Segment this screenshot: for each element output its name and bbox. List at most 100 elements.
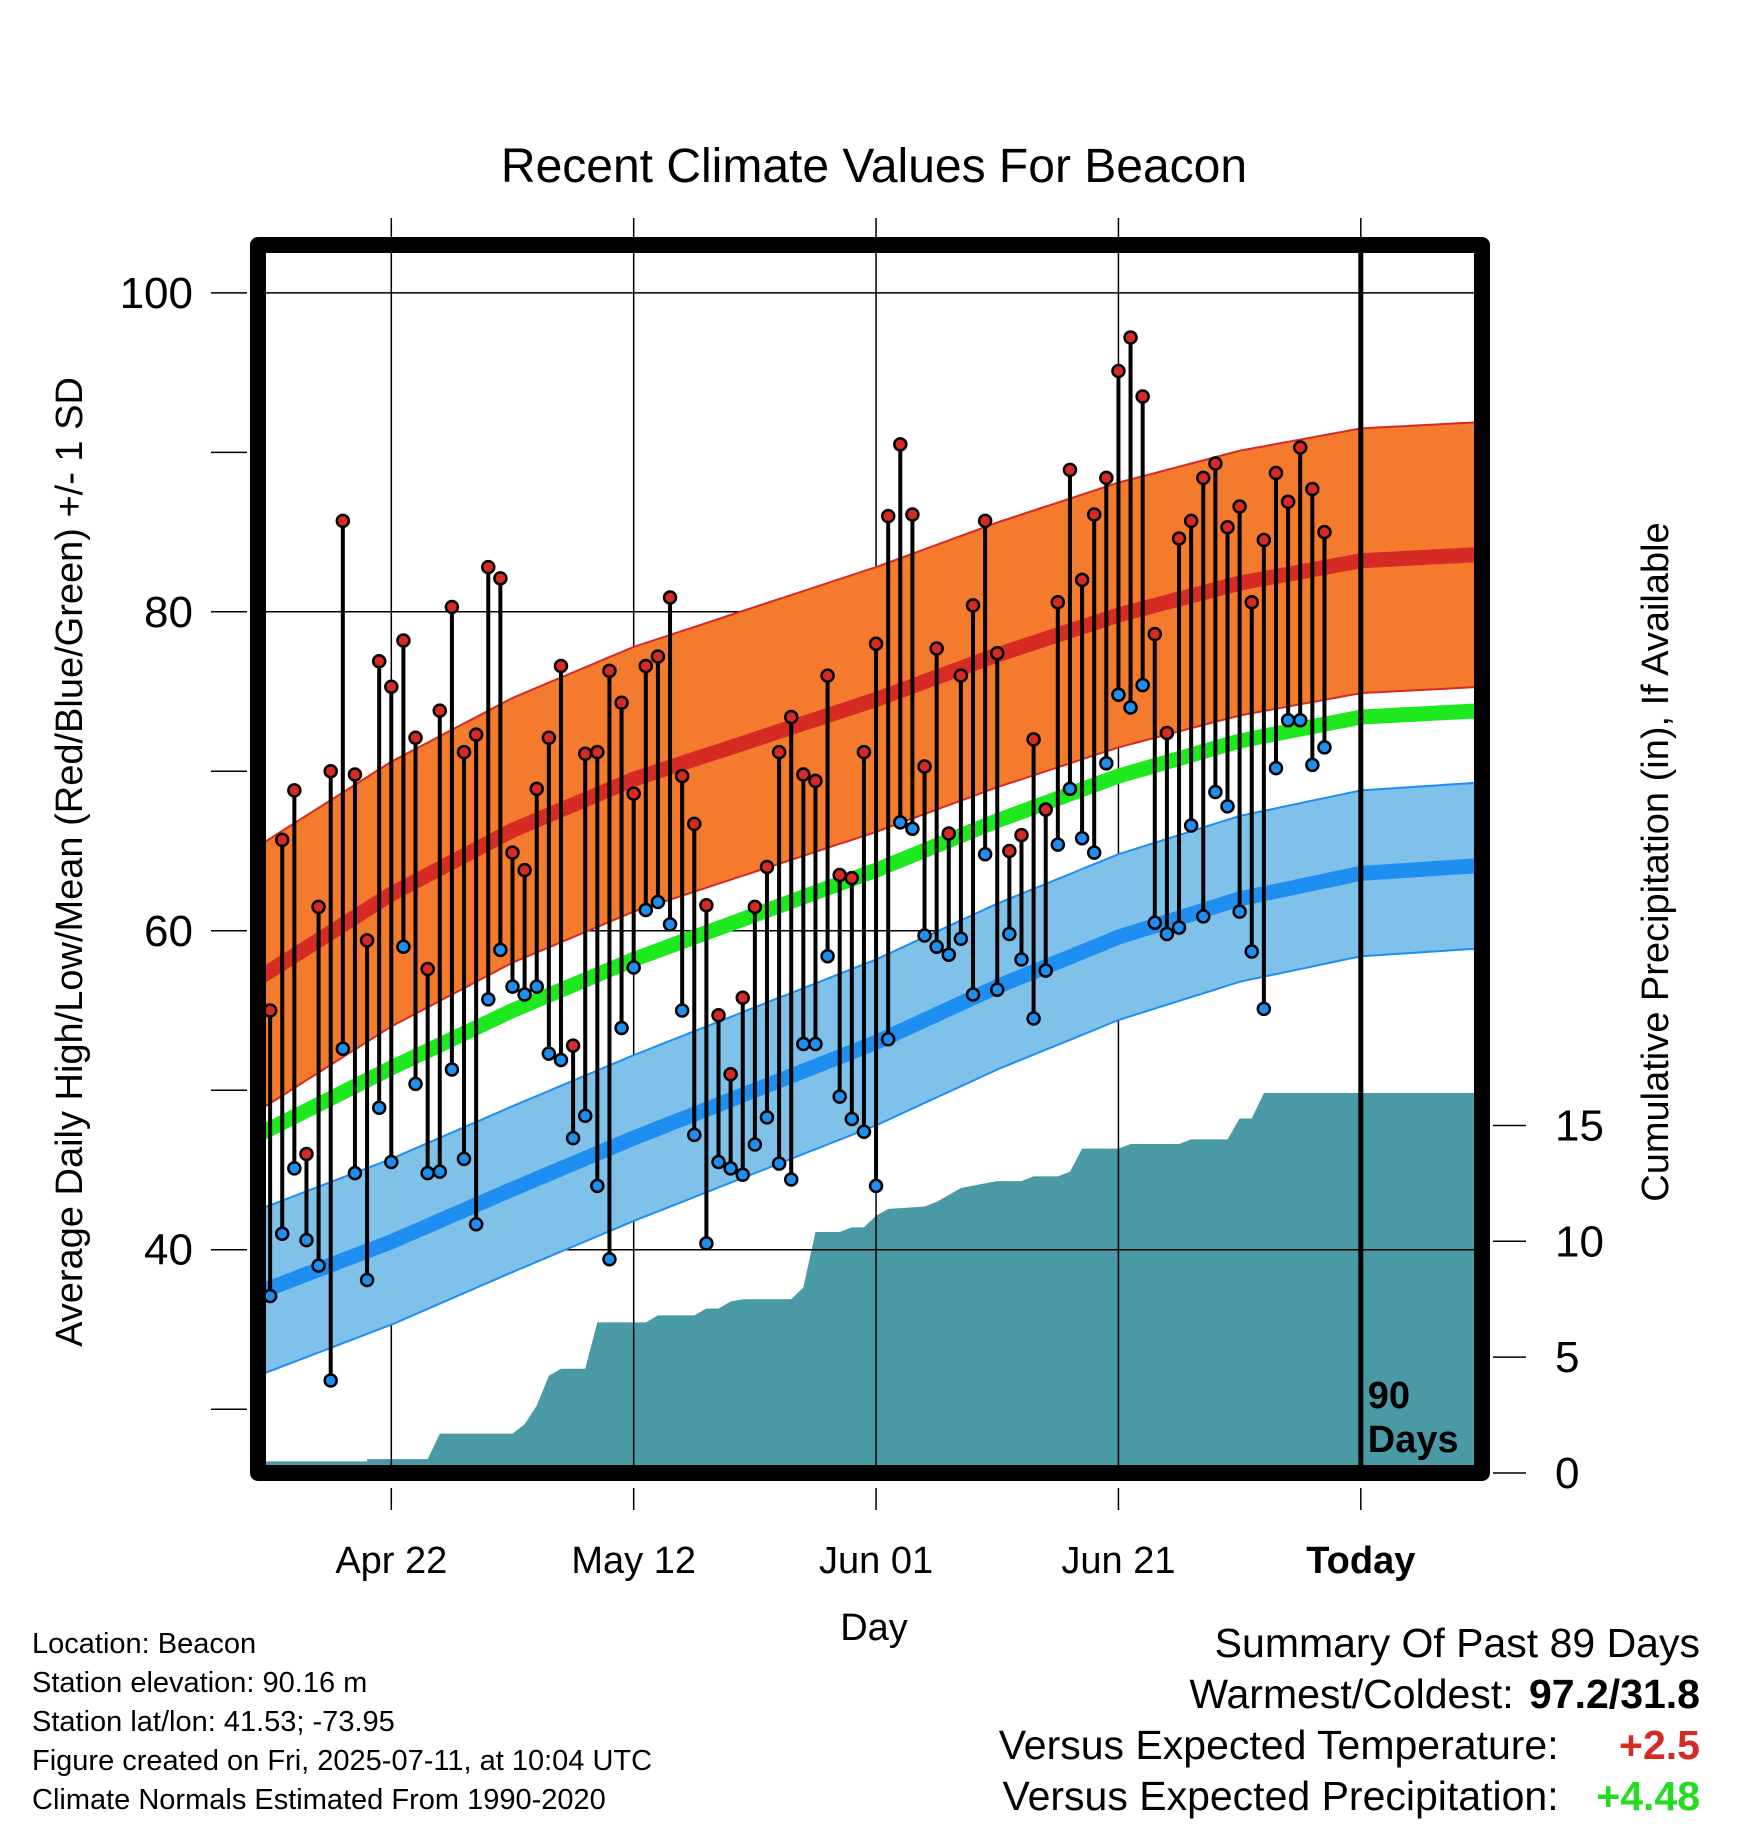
daily-low-point xyxy=(820,949,835,964)
daily-low-point xyxy=(565,1130,581,1146)
daily-low-point xyxy=(1280,713,1296,728)
daily-high-point xyxy=(1268,465,1284,481)
precip-row: Versus Expected Precipitation: +4.48 xyxy=(999,1771,1701,1822)
daily-low-point xyxy=(1086,845,1102,860)
daily-high-point xyxy=(868,636,884,651)
daily-low-point xyxy=(905,821,920,836)
daily-high-point xyxy=(965,598,981,613)
daily-low-point xyxy=(1208,784,1223,800)
daily-high-point xyxy=(638,658,654,674)
daily-high-point xyxy=(796,767,811,782)
summary-title: Summary Of Past 89 Days xyxy=(1214,1620,1700,1666)
daily-low-point xyxy=(735,1167,751,1183)
daily-high-point xyxy=(359,933,375,948)
daily-low-point xyxy=(1183,818,1199,833)
daily-high-point xyxy=(287,783,302,798)
daily-high-point xyxy=(808,773,823,789)
daily-high-point xyxy=(274,832,290,848)
warm-cold-row: Warmest/Coldest: 97.2/31.8 xyxy=(999,1669,1700,1720)
daily-high-point xyxy=(1171,531,1187,546)
today-marker-label: Days xyxy=(1368,1419,1459,1461)
temp-value: +2.5 xyxy=(1619,1722,1700,1768)
daily-high-point xyxy=(735,990,751,1005)
daily-high-point xyxy=(783,709,799,725)
daily-low-point xyxy=(1111,687,1126,702)
daily-high-point xyxy=(1074,572,1090,588)
x-tick-label: Jun 21 xyxy=(1061,1540,1175,1582)
daily-low-point xyxy=(1099,756,1114,771)
y2-axis-label: Cumulative Precipitation (in), If Availa… xyxy=(1635,522,1677,1201)
temp-row: Versus Expected Temperature: +2.5 xyxy=(999,1720,1700,1771)
daily-high-point xyxy=(856,744,872,760)
daily-low-point xyxy=(723,1161,738,1176)
daily-low-point xyxy=(553,1052,569,1068)
daily-low-point xyxy=(674,1003,690,1018)
daily-low-point xyxy=(1244,944,1259,959)
daily-high-point xyxy=(1305,481,1320,497)
precip-area xyxy=(258,1093,1482,1473)
daily-low-point xyxy=(1256,1001,1272,1017)
daily-high-point xyxy=(1292,440,1308,455)
y2-tick-label: 10 xyxy=(1555,1217,1604,1266)
today-marker-label: 90 xyxy=(1368,1375,1410,1417)
daily-high-point xyxy=(602,663,617,679)
daily-high-point xyxy=(396,633,411,648)
daily-low-point xyxy=(856,1124,872,1139)
daily-low-point xyxy=(868,1178,884,1194)
daily-high-point xyxy=(723,1067,738,1082)
daily-low-point xyxy=(711,1154,726,1170)
daily-low-point xyxy=(517,987,532,1002)
daily-low-point xyxy=(468,1216,484,1232)
daily-low-point xyxy=(650,894,666,910)
daily-high-point xyxy=(844,870,860,886)
daily-high-point xyxy=(311,899,326,915)
daily-high-point xyxy=(1220,520,1235,535)
daily-high-point xyxy=(408,730,423,746)
daily-low-point xyxy=(893,815,908,830)
daily-low-point xyxy=(1002,926,1017,942)
daily-high-point xyxy=(590,744,605,760)
daily-low-point xyxy=(1038,963,1053,978)
y2-tick-label: 5 xyxy=(1555,1333,1579,1382)
daily-low-point xyxy=(299,1232,314,1248)
daily-low-point xyxy=(783,1172,799,1187)
daily-high-point xyxy=(444,599,460,615)
daily-low-point xyxy=(335,1041,351,1057)
daily-high-point xyxy=(541,730,557,746)
elevation-text: Station elevation: 90.16 m xyxy=(32,1667,368,1699)
daily-high-point xyxy=(771,744,787,760)
daily-high-point xyxy=(917,759,932,774)
daily-low-point xyxy=(323,1373,338,1388)
temp-label: Versus Expected Temperature: xyxy=(998,1722,1559,1768)
daily-high-point xyxy=(650,649,666,664)
daily-low-point xyxy=(1220,799,1235,814)
daily-high-point xyxy=(893,437,908,452)
daily-high-point xyxy=(905,507,920,522)
daily-high-point xyxy=(1183,513,1199,529)
x-tick-label: May 12 xyxy=(571,1540,696,1582)
latlon-text: Station lat/lon: 41.53; -73.95 xyxy=(32,1706,395,1738)
daily-low-point xyxy=(929,939,944,954)
daily-low-point xyxy=(953,931,969,946)
daily-high-point xyxy=(820,668,835,683)
daily-high-point xyxy=(335,513,351,529)
daily-low-point xyxy=(456,1151,472,1167)
plot-frame xyxy=(250,237,1490,1481)
daily-low-point xyxy=(1062,781,1078,797)
daily-low-point xyxy=(638,902,654,918)
daily-high-point xyxy=(832,867,847,883)
daily-high-point xyxy=(1086,507,1102,522)
y-tick-label: 60 xyxy=(144,907,193,956)
daily-low-point xyxy=(1159,926,1175,942)
normal-mean-line xyxy=(254,703,1483,1142)
daily-high-point xyxy=(687,816,702,832)
daily-low-point xyxy=(699,1236,714,1251)
daily-high-point xyxy=(577,746,593,761)
daily-high-point xyxy=(1256,532,1272,548)
daily-high-point xyxy=(759,859,775,875)
daily-low-point xyxy=(1292,713,1308,728)
daily-high-point xyxy=(432,703,448,718)
daily-low-point xyxy=(941,947,957,962)
daily-low-point xyxy=(662,917,678,932)
